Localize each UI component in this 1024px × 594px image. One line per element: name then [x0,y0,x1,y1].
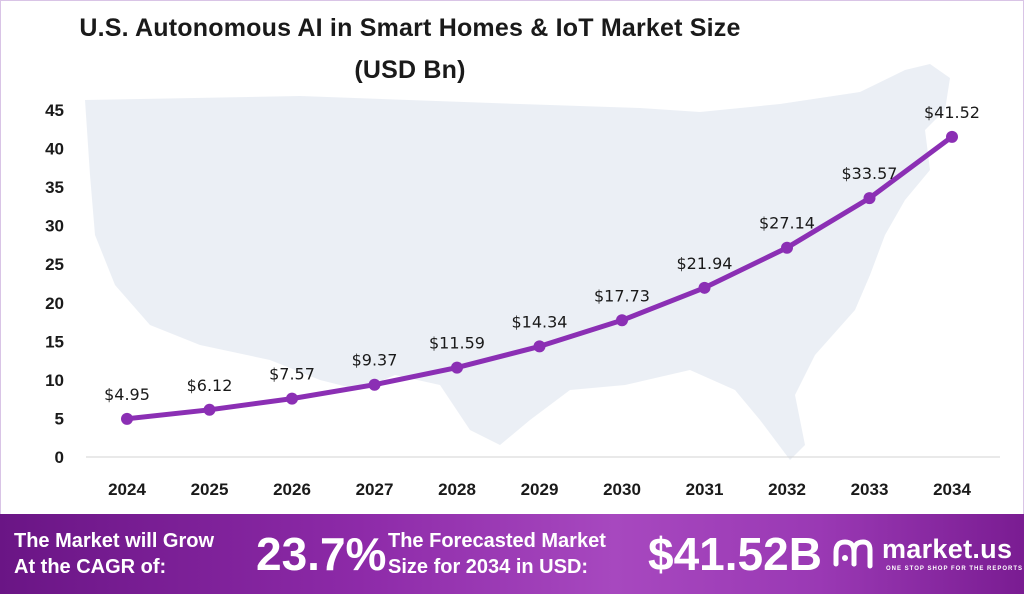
data-point [203,403,216,416]
data-point [698,281,711,294]
data-point [533,340,546,353]
x-tick-label: 2027 [356,480,394,499]
y-tick-label: 35 [45,178,64,197]
data-point [946,130,958,143]
data-label: $9.37 [352,351,398,370]
market-us-logo-icon [833,539,873,569]
logo-text: market.us [882,534,1013,564]
summary-banner: The Market will Grow At the CAGR of: 23.… [0,514,1024,594]
cagr-caption-line2: At the CAGR of: [14,556,167,578]
y-tick-label: 25 [45,255,64,274]
forecast-caption: The Forecasted Market Size for 2034 in U… [388,528,648,580]
x-tick-label: 2031 [686,480,724,499]
x-tick-label: 2034 [933,480,971,499]
y-tick-label: 20 [45,294,64,313]
data-point [863,192,876,205]
y-tick-label: 10 [45,371,64,390]
x-tick-label: 2029 [521,480,559,499]
x-tick-label: 2030 [603,480,641,499]
data-label: $7.57 [269,365,315,384]
x-tick-label: 2026 [273,480,311,499]
x-tick-label: 2024 [108,480,146,499]
y-tick-label: 15 [45,332,64,351]
data-point [368,378,381,391]
data-label: $14.34 [512,312,568,331]
data-point [121,412,133,425]
data-label: $27.14 [759,214,815,233]
x-tick-label: 2028 [438,480,476,499]
chart-title: U.S. Autonomous AI in Smart Homes & IoT … [79,14,741,42]
y-tick-label: 30 [45,217,64,236]
y-tick-label: 40 [45,140,64,159]
data-label: $33.57 [842,164,898,183]
y-tick-label: 0 [55,448,64,467]
forecast-value: $41.52B [648,528,822,580]
forecast-caption-line1: The Forecasted Market [388,530,606,552]
y-tick-label: 45 [45,101,64,120]
data-label: $4.95 [104,385,150,404]
data-label: $17.73 [594,286,650,305]
logo-tagline: ONE STOP SHOP FOR THE REPORTS [886,566,1024,572]
x-tick-label: 2025 [191,480,229,499]
data-point [286,392,298,405]
forecast-caption-line2: Size for 2034 in USD: [388,556,589,578]
data-label: $11.59 [429,334,485,353]
cagr-value: 23.7% [256,528,387,580]
cagr-caption-line1: The Market will Grow [14,530,215,552]
data-label: $21.94 [677,254,733,273]
x-tick-label: 2033 [851,480,889,499]
data-point [616,314,628,327]
chart-subtitle: (USD Bn) [354,56,466,84]
data-point [451,361,463,374]
cagr-caption: The Market will Grow At the CAGR of: [14,528,254,580]
y-tick-label: 5 [55,409,64,428]
data-label: $6.12 [187,376,233,395]
data-point [781,241,793,254]
x-tick-label: 2032 [768,480,806,499]
data-label: $41.52 [924,103,980,122]
us-map-background [85,64,950,460]
